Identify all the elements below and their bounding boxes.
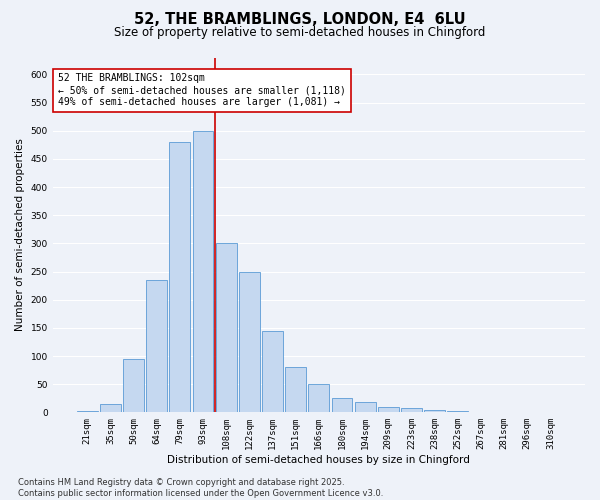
Bar: [401, 408, 422, 412]
X-axis label: Distribution of semi-detached houses by size in Chingford: Distribution of semi-detached houses by …: [167, 455, 470, 465]
Bar: [378, 406, 399, 412]
Bar: [285, 368, 306, 412]
Bar: [448, 411, 468, 412]
Bar: [308, 384, 329, 412]
Bar: [262, 330, 283, 412]
Bar: [123, 359, 144, 412]
Bar: [216, 244, 236, 412]
Y-axis label: Number of semi-detached properties: Number of semi-detached properties: [15, 138, 25, 332]
Text: Size of property relative to semi-detached houses in Chingford: Size of property relative to semi-detach…: [115, 26, 485, 39]
Bar: [193, 130, 214, 412]
Bar: [169, 142, 190, 412]
Bar: [332, 398, 352, 412]
Bar: [100, 404, 121, 412]
Bar: [424, 410, 445, 412]
Bar: [239, 272, 260, 412]
Text: 52 THE BRAMBLINGS: 102sqm
← 50% of semi-detached houses are smaller (1,118)
49% : 52 THE BRAMBLINGS: 102sqm ← 50% of semi-…: [58, 74, 346, 106]
Text: 52, THE BRAMBLINGS, LONDON, E4  6LU: 52, THE BRAMBLINGS, LONDON, E4 6LU: [134, 12, 466, 28]
Bar: [355, 402, 376, 412]
Text: Contains HM Land Registry data © Crown copyright and database right 2025.
Contai: Contains HM Land Registry data © Crown c…: [18, 478, 383, 498]
Bar: [146, 280, 167, 412]
Bar: [77, 411, 98, 412]
